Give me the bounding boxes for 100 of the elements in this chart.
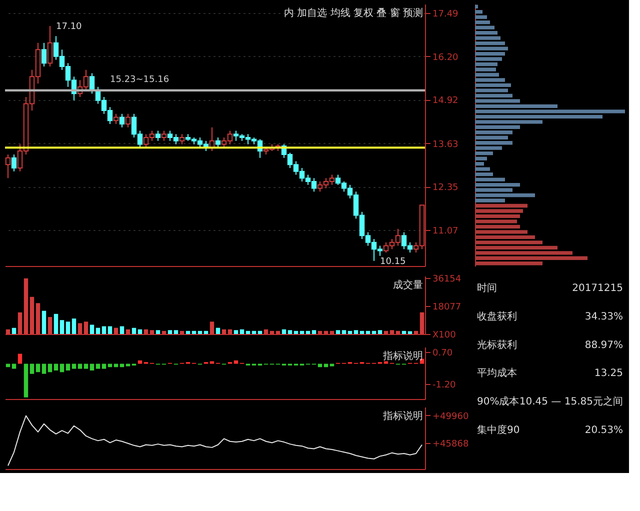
candlestick — [113, 113, 119, 125]
bar — [54, 364, 58, 370]
bar — [306, 330, 310, 334]
text: 34.33% — [584, 312, 623, 322]
bar — [60, 320, 64, 334]
text: 集中度90 — [477, 424, 520, 436]
candlestick — [125, 113, 131, 128]
bar — [36, 364, 40, 372]
bar — [402, 330, 406, 334]
bar — [150, 330, 154, 334]
bar — [156, 330, 160, 334]
bar — [276, 330, 280, 334]
bar — [138, 360, 142, 364]
bar — [18, 354, 22, 364]
candlestick — [215, 137, 221, 148]
bar — [66, 322, 70, 334]
bar — [84, 322, 88, 334]
bar — [384, 330, 388, 334]
bar — [84, 364, 88, 369]
y-tick-label: -1.20 — [432, 380, 456, 390]
text: 88.97% — [584, 340, 623, 351]
bar — [114, 328, 118, 334]
bar — [360, 330, 364, 334]
bar — [42, 364, 46, 374]
candlestick — [119, 113, 125, 128]
y-tick-label: X100 — [432, 330, 456, 340]
bar — [414, 330, 418, 334]
bar — [270, 330, 274, 334]
bar — [144, 329, 148, 334]
bar — [18, 312, 22, 334]
bar — [96, 364, 100, 369]
bar — [102, 364, 106, 369]
text: 时间 — [477, 282, 497, 294]
candlestick — [179, 134, 185, 145]
text: 20171215 — [572, 283, 623, 294]
candlestick — [11, 154, 17, 172]
candlestick — [161, 130, 167, 142]
y-tick-label: 17.49 — [432, 9, 459, 20]
y-tick-label: 11.07 — [432, 226, 458, 236]
y-tick-label: 13.63 — [432, 140, 458, 150]
y-tick-label: +49960 — [432, 412, 469, 422]
bar — [378, 330, 382, 334]
bar — [6, 329, 10, 334]
bar — [318, 330, 322, 334]
bar — [192, 330, 196, 334]
bar — [12, 328, 16, 334]
bar — [198, 330, 202, 334]
bar — [288, 330, 292, 334]
text: 光标获利 — [477, 338, 517, 351]
y-tick-label: 16.20 — [432, 52, 459, 63]
bar — [174, 330, 178, 334]
bar — [96, 328, 100, 334]
bar — [408, 331, 412, 334]
bar — [234, 330, 238, 334]
text: 20.53% — [584, 424, 623, 436]
bar — [354, 330, 358, 334]
bar — [108, 326, 112, 334]
bar — [66, 364, 70, 370]
bar — [90, 364, 94, 370]
bar — [132, 328, 136, 334]
text: 平均成本 — [477, 367, 517, 380]
bar — [78, 323, 82, 334]
bar — [348, 330, 352, 334]
bar — [168, 330, 172, 334]
bar — [72, 364, 76, 369]
bar — [180, 330, 184, 334]
bar — [102, 326, 106, 334]
y-tick-label: 18077 — [432, 302, 462, 313]
bar — [186, 330, 190, 334]
bar — [120, 326, 124, 334]
candlestick — [47, 25, 53, 68]
bar — [24, 364, 28, 398]
bar — [294, 330, 298, 334]
bar — [228, 329, 232, 334]
annotation: 内 加自选 均线 复权 叠 窗 预测 — [284, 7, 423, 19]
bar — [240, 329, 244, 334]
bar — [282, 329, 286, 334]
bar — [420, 312, 424, 334]
bar — [366, 330, 370, 334]
bar — [48, 364, 52, 372]
annotation: 指标说明 — [382, 350, 423, 362]
bar — [324, 330, 328, 334]
annotation: 17.10 — [56, 22, 82, 32]
bar — [210, 322, 214, 334]
bar — [330, 330, 334, 334]
bar — [390, 330, 394, 334]
text: 90%成本 — [477, 396, 520, 408]
bar — [396, 330, 400, 334]
bar — [300, 330, 304, 334]
bar — [216, 328, 220, 334]
band-label: 15.23~15.16 — [110, 75, 170, 86]
candlestick — [5, 154, 11, 179]
bar — [234, 360, 238, 364]
candlestick — [41, 42, 47, 68]
annotation: 10.15 — [380, 256, 406, 267]
y-tick-label: 14.92 — [432, 96, 458, 106]
bar — [342, 330, 346, 334]
bar — [24, 278, 28, 334]
bar — [204, 330, 208, 334]
y-tick-label: 12.35 — [432, 183, 458, 194]
